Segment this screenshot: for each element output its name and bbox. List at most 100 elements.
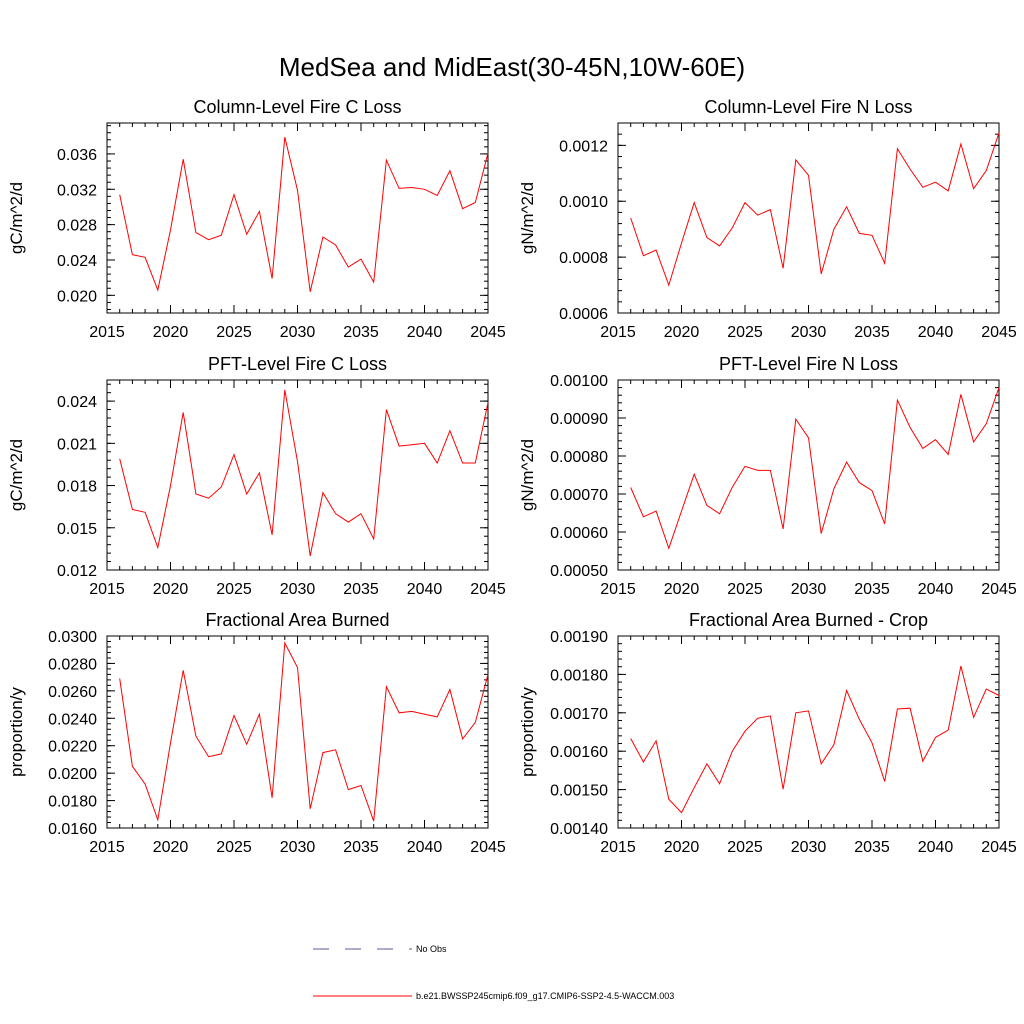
x-tick-label: 2040 <box>918 324 954 341</box>
chart-panel-1: 2015 2020 2025 2030 2035 2040 2045 0.020 0.024 0.… <box>7 97 506 341</box>
x-tick-label: 2035 <box>854 839 890 856</box>
x-tick-label: 2030 <box>280 581 316 598</box>
y-axis-label: gN/m^2/d <box>518 439 537 511</box>
x-tick-label: 2015 <box>89 324 125 341</box>
x-tick-label: 2030 <box>791 839 827 856</box>
legend-obs-label: No Obs <box>416 944 447 954</box>
y-tick-label: 0.032 <box>57 182 97 199</box>
chart-panel-6: 2015 2020 2025 2030 2035 2040 2045 0.00140 0.001… <box>518 610 1017 856</box>
chart-panel-2: 2015 2020 2025 2030 2035 2040 2045 0.0006 0.0008… <box>518 97 1017 341</box>
y-axis-label: gC/m^2/d <box>7 439 26 511</box>
y-tick-label: 0.021 <box>57 436 97 453</box>
y-tick-label: 0.036 <box>57 147 97 164</box>
y-tick-label: 0.00100 <box>550 373 608 390</box>
series-line <box>119 389 489 556</box>
x-tick-label: 2015 <box>600 581 636 598</box>
x-tick-label: 2030 <box>280 324 316 341</box>
panels: 2015 2020 2025 2030 2035 2040 2045 0.020 0.024 0.… <box>7 97 1017 856</box>
y-tick-label: 0.028 <box>57 218 97 235</box>
series-line <box>630 132 1000 287</box>
x-tick-label: 2045 <box>470 324 506 341</box>
chart-panel-5: 2015 2020 2025 2030 2035 2040 2045 0.0160 0.0180… <box>7 610 506 856</box>
x-tick-label: 2040 <box>407 839 443 856</box>
x-tick-label: 2040 <box>918 839 954 856</box>
chart-panel-3: 2015 2020 2025 2030 2035 2040 2045 0.012 0.015 0.… <box>7 354 506 598</box>
y-axis-label: proportion/y <box>7 687 26 777</box>
x-tick-label: 2040 <box>918 581 954 598</box>
y-tick-label: 0.00170 <box>550 706 608 723</box>
y-tick-label: 0.00070 <box>550 487 608 504</box>
figure-title: MedSea and MidEast(30-45N,10W-60E) <box>279 52 745 82</box>
y-tick-label: 0.0300 <box>48 629 97 646</box>
series-line <box>119 641 489 822</box>
x-tick-label: 2035 <box>854 324 890 341</box>
y-tick-label: 0.0180 <box>48 794 97 811</box>
y-tick-label: 0.0160 <box>48 821 97 838</box>
x-tick-label: 2015 <box>89 581 125 598</box>
x-tick-label: 2025 <box>216 839 252 856</box>
y-tick-label: 0.00050 <box>550 563 608 580</box>
y-tick-label: 0.00180 <box>550 667 608 684</box>
panel-title: Fractional Area Burned <box>205 610 389 630</box>
legend-model-label: b.e21.BWSSP245cmip6.f09_g17.CMIP6-SSP2-4… <box>416 991 674 1001</box>
y-tick-label: 0.012 <box>57 563 97 580</box>
panel-title: Column-Level Fire N Loss <box>704 97 912 117</box>
panel-title: Column-Level Fire C Loss <box>193 97 401 117</box>
x-tick-label: 2045 <box>470 581 506 598</box>
x-tick-label: 2020 <box>153 324 189 341</box>
x-tick-label: 2025 <box>727 324 763 341</box>
y-tick-label: 0.024 <box>57 394 97 411</box>
y-tick-label: 0.020 <box>57 288 97 305</box>
chart-panel-4: 2015 2020 2025 2030 2035 2040 2045 0.00050 0.000… <box>518 354 1017 598</box>
series-line <box>630 387 1000 550</box>
x-tick-label: 2045 <box>981 839 1017 856</box>
y-tick-label: 0.0280 <box>48 656 97 673</box>
x-tick-label: 2035 <box>343 581 379 598</box>
panel-title: PFT-Level Fire N Loss <box>719 354 898 374</box>
y-tick-label: 0.0008 <box>559 250 608 267</box>
x-tick-label: 2045 <box>470 839 506 856</box>
y-tick-label: 0.0012 <box>559 138 608 155</box>
x-tick-label: 2030 <box>791 581 827 598</box>
y-tick-label: 0.00150 <box>550 783 608 800</box>
y-tick-label: 0.0200 <box>48 766 97 783</box>
series-line <box>119 136 489 292</box>
x-tick-label: 2020 <box>153 839 189 856</box>
x-tick-label: 2025 <box>216 324 252 341</box>
x-tick-label: 2020 <box>664 324 700 341</box>
x-tick-label: 2025 <box>216 581 252 598</box>
series-line <box>630 665 1000 814</box>
panel-title: Fractional Area Burned - Crop <box>689 610 928 630</box>
y-tick-label: 0.0010 <box>559 194 608 211</box>
x-tick-label: 2025 <box>727 581 763 598</box>
panel-title: PFT-Level Fire C Loss <box>208 354 387 374</box>
x-tick-label: 2025 <box>727 839 763 856</box>
x-tick-label: 2020 <box>664 839 700 856</box>
y-axis-label: gN/m^2/d <box>518 182 537 254</box>
y-tick-label: 0.00080 <box>550 449 608 466</box>
y-tick-label: 0.00140 <box>550 821 608 838</box>
x-tick-label: 2015 <box>89 839 125 856</box>
x-tick-label: 2045 <box>981 581 1017 598</box>
y-tick-label: 0.0240 <box>48 711 97 728</box>
x-tick-label: 2035 <box>343 324 379 341</box>
x-tick-label: 2040 <box>407 581 443 598</box>
x-tick-label: 2030 <box>280 839 316 856</box>
x-tick-label: 2035 <box>854 581 890 598</box>
x-tick-label: 2030 <box>791 324 827 341</box>
x-tick-label: 2015 <box>600 324 636 341</box>
y-tick-label: 0.00090 <box>550 411 608 428</box>
y-tick-label: 0.0006 <box>559 306 608 323</box>
legend: No Obs b.e21.BWSSP245cmip6.f09_g17.CMIP6… <box>313 944 674 1001</box>
x-tick-label: 2035 <box>343 839 379 856</box>
y-tick-label: 0.024 <box>57 253 97 270</box>
y-axis-label: gC/m^2/d <box>7 182 26 254</box>
x-tick-label: 2015 <box>600 839 636 856</box>
x-tick-label: 2045 <box>981 324 1017 341</box>
y-tick-label: 0.00060 <box>550 525 608 542</box>
y-tick-label: 0.00160 <box>550 744 608 761</box>
y-axis-label: proportion/y <box>518 687 537 777</box>
x-tick-label: 2020 <box>664 581 700 598</box>
